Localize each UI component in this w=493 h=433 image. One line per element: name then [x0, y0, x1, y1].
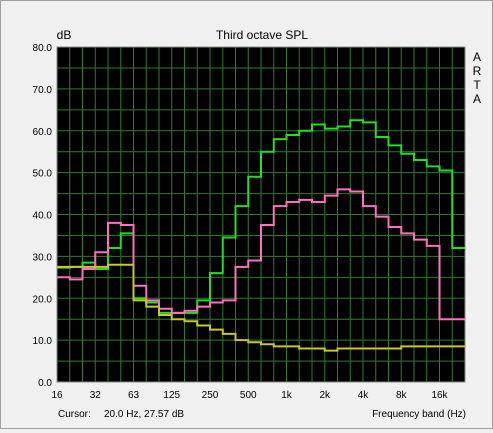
y-tick-label: 10.0	[33, 336, 53, 347]
y-axis-label: dB	[57, 28, 72, 42]
watermark-letter: A	[473, 92, 481, 106]
watermark-letter: R	[473, 64, 482, 78]
cursor-label: Cursor:	[58, 409, 91, 420]
series-layer	[57, 119, 465, 352]
y-tick-label: 50.0	[33, 169, 53, 180]
x-tick-label: 125	[163, 390, 180, 401]
chart-title: Third octave SPL	[216, 28, 308, 42]
y-tick-label: 0.0	[38, 378, 52, 389]
x-tick-label: 16	[51, 390, 63, 401]
y-tick-labels: 0.0 10.0 20.0 30.0 40.0 50.0 60.0 70.0 80.0	[33, 43, 53, 389]
watermark-letter: T	[473, 78, 481, 92]
x-tick-label: 2k	[319, 390, 331, 401]
x-tick-label: 500	[240, 390, 257, 401]
x-axis-label: Frequency band (Hz)	[372, 409, 466, 420]
x-tick-label: 1k	[281, 390, 293, 401]
y-tick-label: 70.0	[33, 85, 53, 96]
x-tick-label: 250	[202, 390, 219, 401]
y-tick-label: 80.0	[33, 43, 53, 54]
y-tick-label: 60.0	[33, 127, 53, 138]
y-tick-label: 40.0	[33, 211, 53, 222]
x-tick-label: 32	[90, 390, 102, 401]
x-tick-label: 16k	[431, 390, 448, 401]
x-tick-label: 63	[128, 390, 140, 401]
y-tick-label: 20.0	[33, 294, 53, 305]
series-line-1	[57, 119, 465, 314]
series-line-3	[57, 263, 465, 352]
y-tick-label: 30.0	[33, 252, 53, 263]
grid-lines	[57, 47, 465, 382]
x-tick-label: 8k	[396, 390, 408, 401]
x-tick-labels: 16 32 63 125 250 500 1k 2k 4k 8k 16k	[51, 390, 448, 401]
x-tick-label: 4k	[358, 390, 370, 401]
watermark-letter: A	[473, 50, 481, 64]
cursor-readout: 20.0 Hz, 27.57 dB	[104, 409, 184, 420]
series-line-2	[57, 188, 465, 321]
